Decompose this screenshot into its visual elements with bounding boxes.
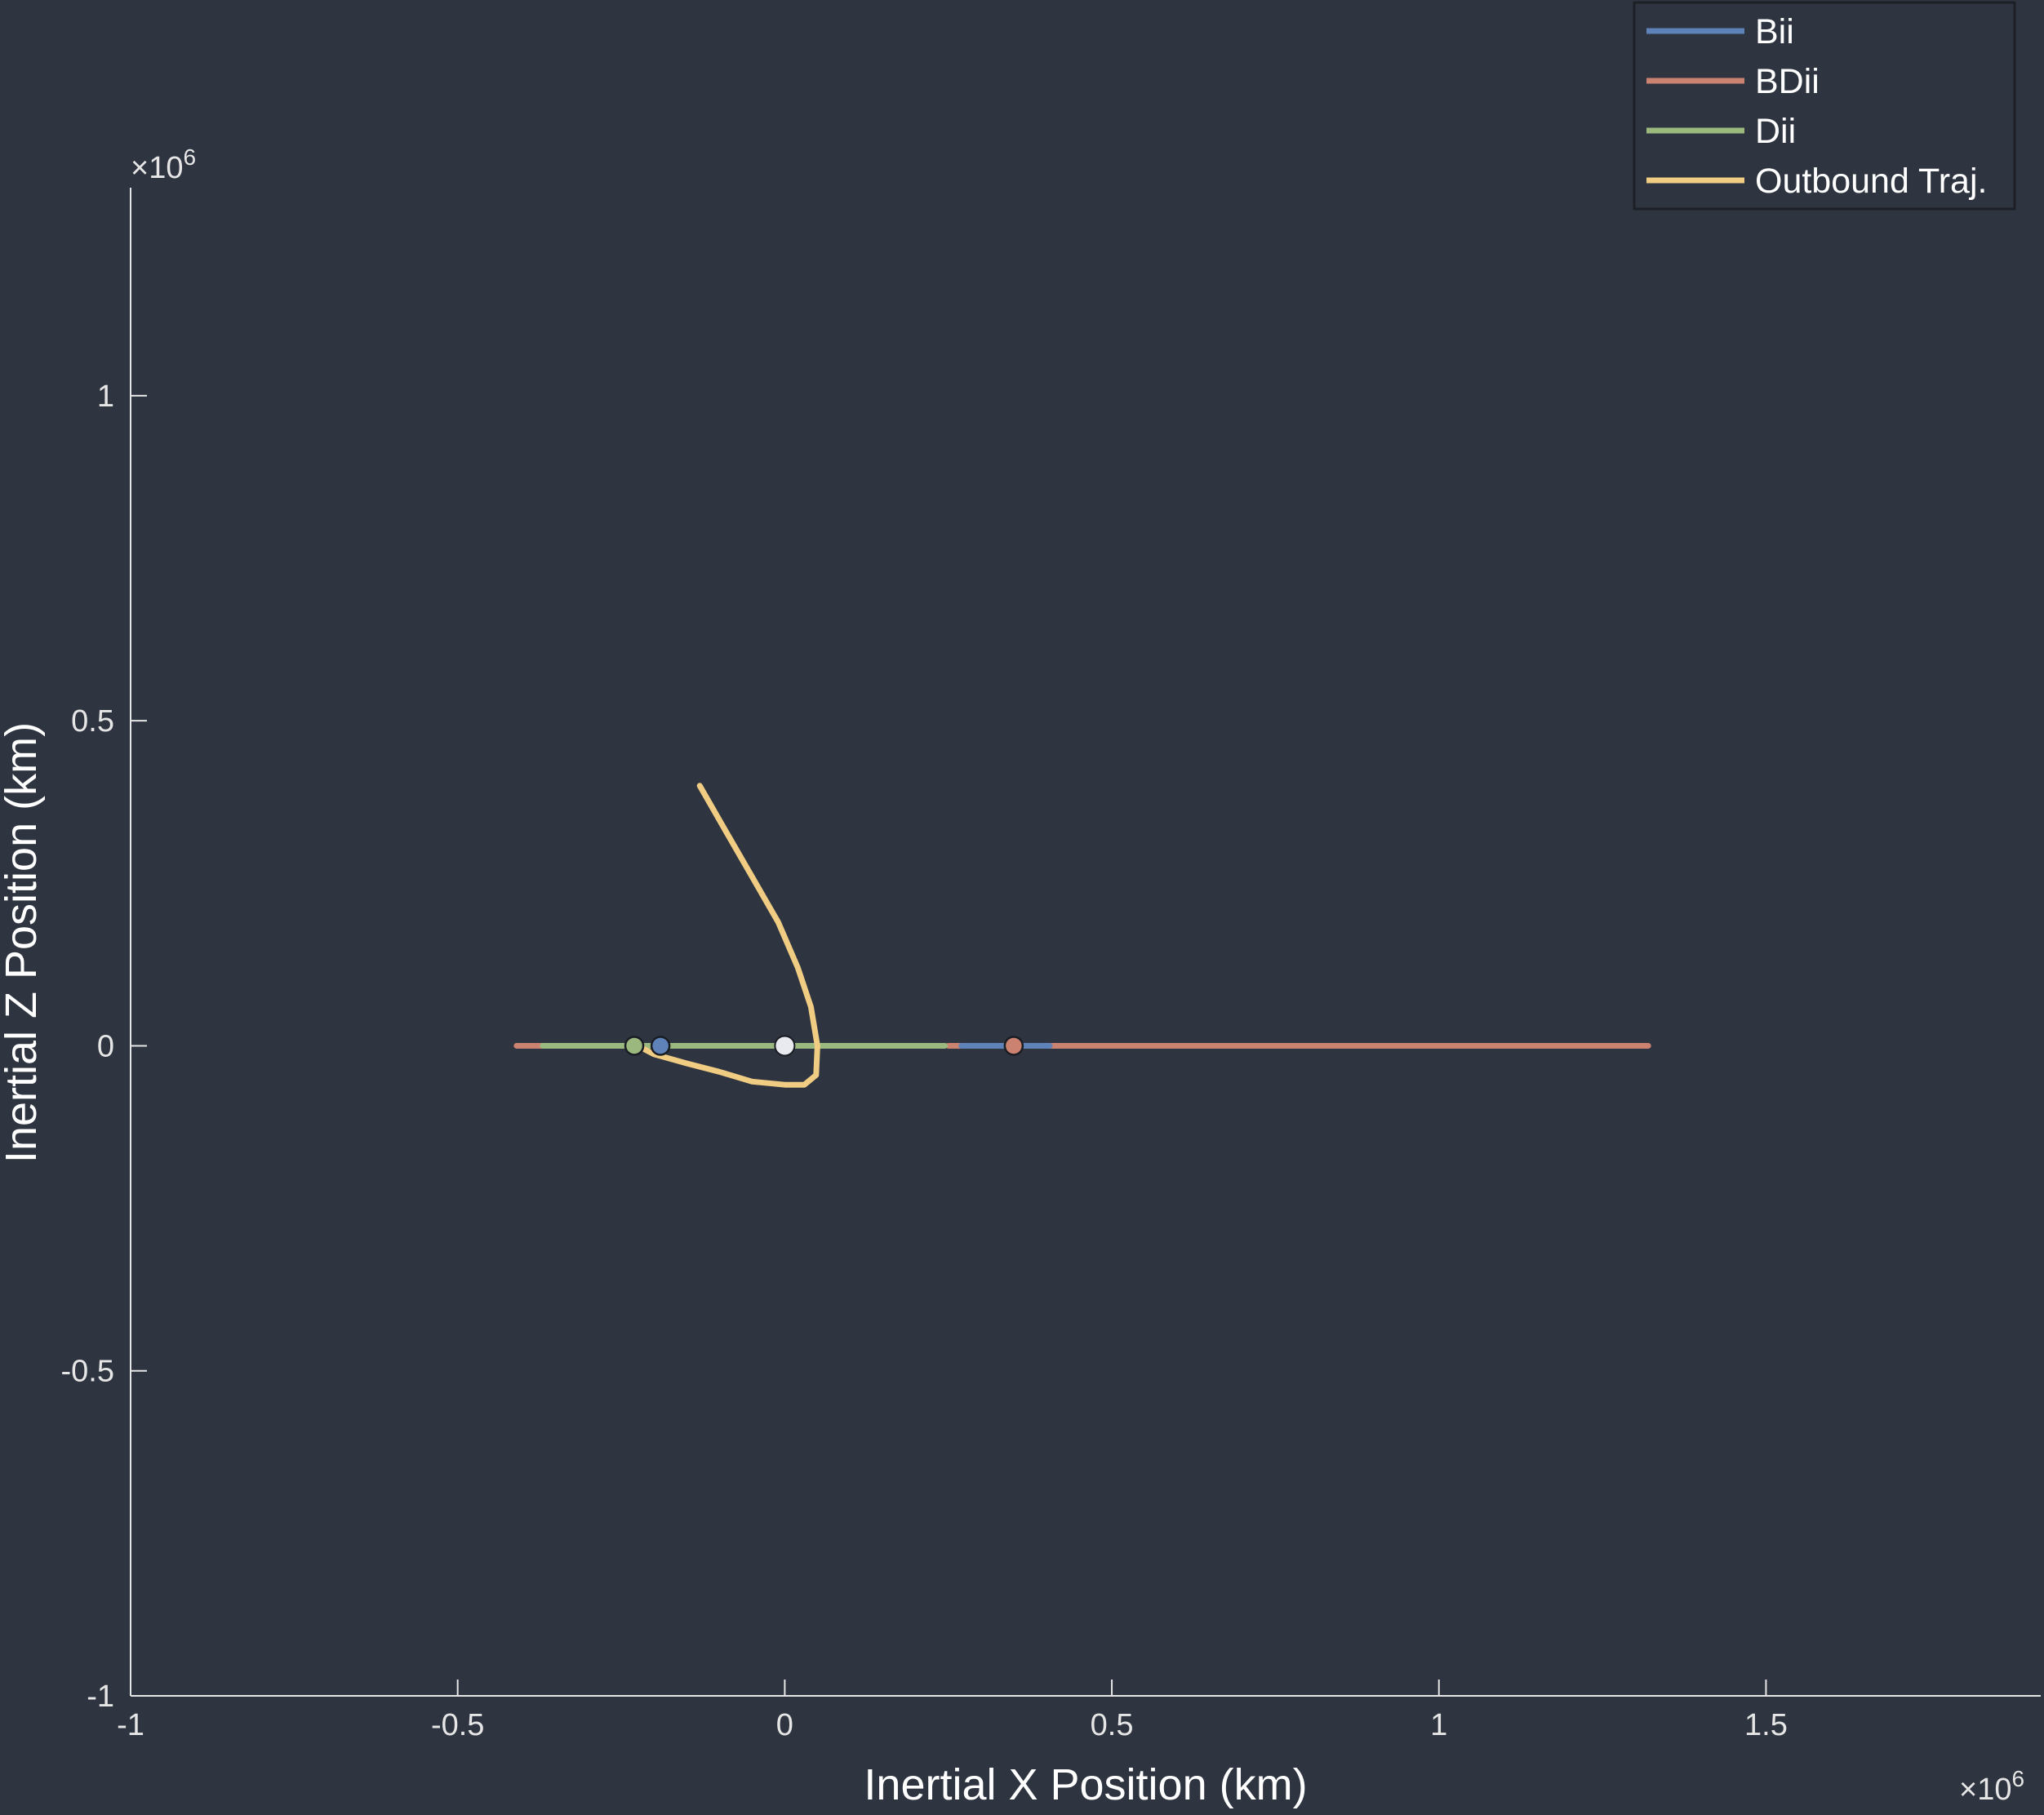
series-bii-marker bbox=[650, 1036, 671, 1056]
y-axis-exponent: ×106 bbox=[131, 144, 196, 185]
legend-label-bdii: BDii bbox=[1755, 62, 1820, 101]
y-tick-label: 1 bbox=[97, 379, 114, 414]
x-exponent-base: ×10 bbox=[1959, 1773, 2011, 1807]
axes: -1 -0.5 0 0.5 1 1.5 -1 -0.5 0 0.5 1 bbox=[61, 188, 2041, 1742]
series-dii-marker bbox=[624, 1036, 645, 1056]
x-tick-label: 0 bbox=[776, 1708, 793, 1742]
series-outbound-traj-line bbox=[634, 783, 820, 1088]
y-tick-label: 0.5 bbox=[71, 704, 114, 739]
x-tick-label: 0.5 bbox=[1091, 1708, 1134, 1742]
x-tick-label: -0.5 bbox=[431, 1708, 484, 1742]
y-tick-label: -1 bbox=[87, 1680, 114, 1714]
origin-marker bbox=[774, 1035, 796, 1057]
y-exponent-power: 6 bbox=[183, 144, 196, 170]
series-bdii-marker bbox=[1003, 1036, 1024, 1056]
y-tick-label: -0.5 bbox=[61, 1355, 114, 1389]
plot-area bbox=[513, 783, 1651, 1088]
x-tick-label: -1 bbox=[117, 1708, 144, 1742]
legend: Bii BDii Dii Outbound Traj. bbox=[1633, 1, 2016, 211]
legend-label-outbound-traj: Outbound Traj. bbox=[1755, 162, 1987, 201]
y-exponent-base: ×10 bbox=[131, 151, 183, 185]
legend-label-bii: Bii bbox=[1755, 12, 1794, 51]
y-axis-title: Inertial Z Position (km) bbox=[0, 722, 46, 1163]
x-tick-label: 1 bbox=[1430, 1708, 1447, 1742]
x-tick-label: 1.5 bbox=[1744, 1708, 1788, 1742]
y-tick-label: 0 bbox=[97, 1029, 114, 1063]
x-axis-title: Inertial X Position (km) bbox=[864, 1760, 1307, 1809]
x-exponent-power: 6 bbox=[2011, 1766, 2024, 1791]
legend-box bbox=[1633, 1, 2016, 211]
x-axis-exponent: ×106 bbox=[1959, 1766, 2024, 1807]
legend-label-dii: Dii bbox=[1755, 112, 1796, 151]
